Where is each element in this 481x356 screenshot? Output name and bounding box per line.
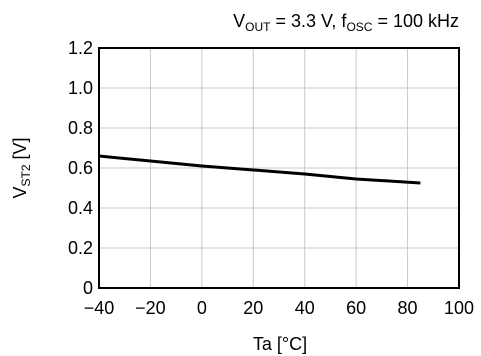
y-tick-label-2: 0.4 bbox=[68, 198, 93, 218]
x-tick-label-1: −20 bbox=[135, 298, 166, 318]
y-tick-label-6: 1.2 bbox=[68, 38, 93, 58]
y-tick-label-5: 1.0 bbox=[68, 78, 93, 98]
x-tick-labels: −40 −20 0 20 40 60 80 100 bbox=[84, 298, 474, 318]
y-tick-label-0: 0 bbox=[83, 278, 93, 298]
x-tick-label-2: 0 bbox=[197, 298, 207, 318]
series-layer bbox=[98, 154, 421, 185]
y-tick-label-4: 0.8 bbox=[68, 118, 93, 138]
y-tick-label-3: 0.6 bbox=[68, 158, 93, 178]
series-line-0 bbox=[98, 154, 421, 185]
condition-v-sub: OUT bbox=[245, 20, 271, 34]
condition-f-main: f bbox=[341, 11, 347, 31]
y-tick-label-1: 0.2 bbox=[68, 238, 93, 258]
x-tick-label-5: 60 bbox=[346, 298, 366, 318]
chart-condition-label: VOUT = 3.3 V, fOSC = 100 kHz bbox=[233, 11, 459, 34]
x-tick-label-6: 80 bbox=[398, 298, 418, 318]
y-axis-label-main: V bbox=[10, 187, 30, 199]
plot-frame bbox=[98, 47, 460, 289]
condition-v-main: V bbox=[233, 11, 245, 31]
x-tick-label-7: 100 bbox=[444, 298, 474, 318]
y-axis-label-unit: [V] bbox=[10, 137, 30, 164]
y-axis-label: VST2 [V] bbox=[10, 137, 33, 198]
x-tick-label-4: 40 bbox=[295, 298, 315, 318]
x-tick-label-3: 20 bbox=[243, 298, 263, 318]
y-axis-label-sub: ST2 bbox=[19, 164, 33, 186]
x-tick-label-0: −40 bbox=[84, 298, 115, 318]
grid bbox=[99, 48, 459, 288]
x-axis-label: Ta [°C] bbox=[253, 334, 307, 354]
condition-f-value: = 100 kHz bbox=[372, 11, 459, 31]
y-tick-labels: 0 0.2 0.4 0.6 0.8 1.0 1.2 bbox=[68, 38, 93, 298]
condition-v-value: = 3.3 V, bbox=[271, 11, 342, 31]
condition-f-sub: OSC bbox=[346, 20, 372, 34]
